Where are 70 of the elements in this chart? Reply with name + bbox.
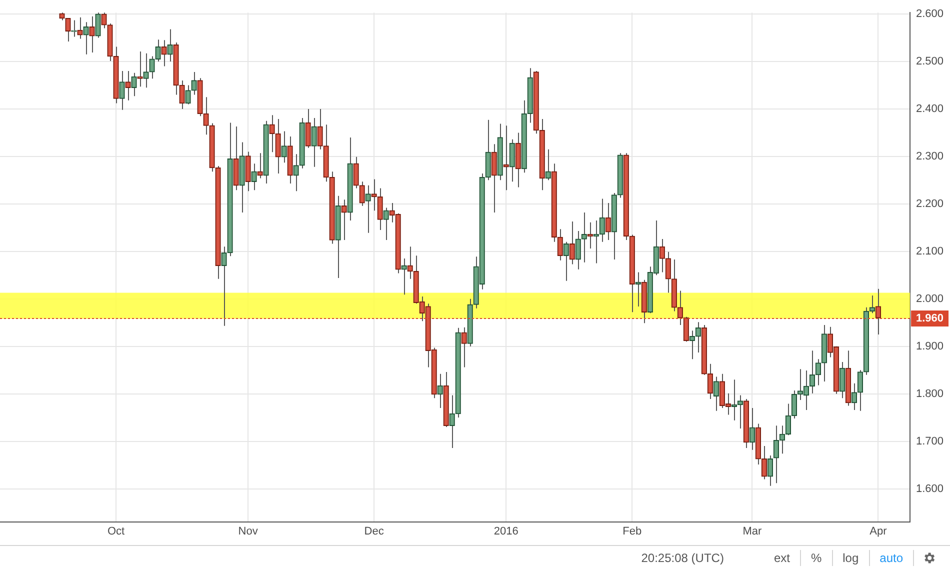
candlestick [257,152,263,179]
candlestick [143,52,149,88]
candlestick [161,40,167,67]
candlestick [491,144,497,213]
candlestick [503,125,509,191]
y-tick-label: 2.300 [916,150,944,162]
candlestick [77,16,83,40]
candlestick [401,258,407,296]
candlestick [305,108,311,148]
candlestick [131,72,137,97]
y-tick-label: 2.500 [916,56,944,68]
y-tick-label: 2.100 [916,245,944,258]
candlestick [857,370,864,412]
candlestick [185,84,191,105]
candlestick [353,156,359,189]
x-tick-label: Feb [622,526,642,538]
text: ext [764,550,801,566]
candlestick [569,220,575,265]
candlestick [713,376,719,412]
candlestick [125,70,131,101]
candlestick [251,163,257,191]
candlestick [293,154,299,192]
candlestick [101,12,107,29]
candlestick [839,362,846,399]
text: auto [870,550,914,566]
candlestick [359,181,365,206]
candlestick [461,326,467,368]
x-tick-label: Dec [364,526,384,538]
candlestick [659,238,665,273]
candlestick [191,71,197,96]
x-tick-label: Oct [107,526,125,538]
candlestick [509,138,515,182]
text: 20:25:08 (UTC) [640,550,725,566]
x-tick-label: 2016 [494,526,518,538]
candlestick [95,12,101,38]
y-tick-label: 2.200 [916,198,944,210]
candlestick [767,455,773,486]
ref-line-label: 1.960 [916,312,944,325]
y-tick-label: 1.900 [916,340,944,352]
candlestick [563,241,569,282]
y-tick-label: 2.400 [916,103,944,116]
candlestick [281,130,287,164]
candlestick [311,117,317,168]
text: % [800,550,833,566]
y-tick-label: 2.600 [916,8,944,20]
candlestick [317,108,323,150]
y-tick-label: 1.800 [916,388,944,400]
x-tick-label: Nov [238,526,258,538]
candlestick [749,408,755,450]
candlestick [575,230,581,270]
candlestick [437,373,443,409]
x-tick-label: Apr [870,526,888,538]
candlestick [581,212,587,263]
y-tick-label: 1.600 [916,482,944,495]
y-tick-label: 1.700 [916,435,944,448]
candlestick [89,16,95,53]
x-tick-label: Mar [742,526,762,538]
candlestick [383,207,389,240]
candlestick [875,288,882,335]
candlestick [851,382,858,410]
candlestick [365,184,371,234]
candlestick [83,22,89,55]
candlestick [665,251,671,294]
candlestick [605,202,611,240]
candlestick [119,70,125,110]
candlestick [545,148,551,181]
text: log [832,550,870,566]
candlestick [167,28,173,62]
y-tick-label: 2.000 [916,292,944,305]
candlestick [341,199,347,240]
